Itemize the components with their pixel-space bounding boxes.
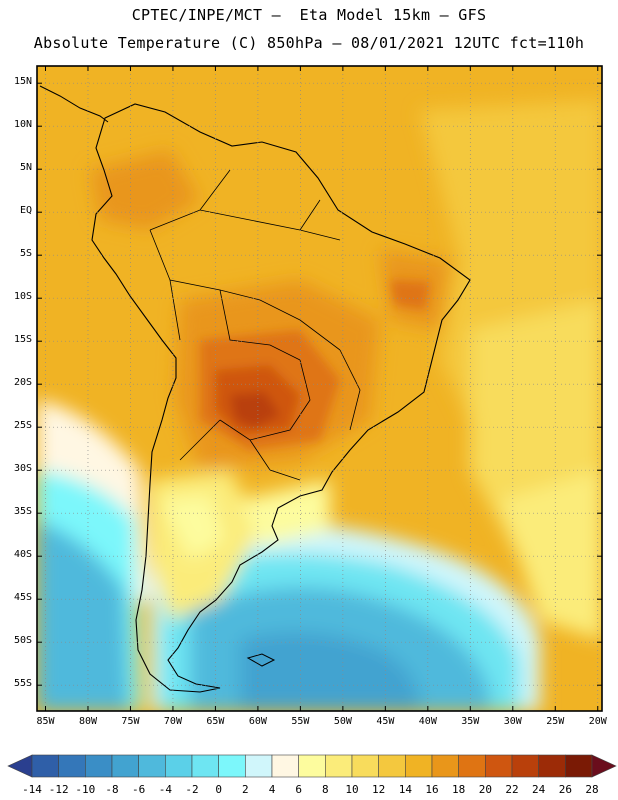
pale-yellow-patagonia [160, 495, 225, 560]
lat-label: 10N [13, 119, 32, 131]
colorbar-label: 16 [425, 783, 439, 796]
colorbar-swatch [458, 754, 486, 778]
lon-label: 80W [78, 716, 97, 727]
colorbar-swatch [485, 754, 513, 778]
colorbar-swatch [138, 754, 166, 778]
lon-label: 45W [376, 716, 395, 727]
peak-hot-core [230, 392, 280, 428]
lon-label: 35W [461, 716, 480, 727]
colorbar-swatch [271, 754, 299, 778]
colorbar-label: 10 [345, 783, 359, 796]
colorbar-swatch [218, 754, 246, 778]
colorbar-swatch [31, 754, 59, 778]
colorbar-swatch [325, 754, 353, 778]
lat-label: 35S [13, 506, 32, 518]
colorbar-swatch [245, 754, 273, 778]
colorbar-label: 4 [268, 783, 276, 796]
hot-north-andes [90, 150, 200, 230]
colorbar-swatch [298, 754, 326, 778]
colorbar-label: 28 [585, 783, 599, 796]
temperature-field [37, 66, 602, 711]
lon-label: 65W [206, 716, 225, 727]
falkland-islands [246, 653, 276, 667]
central-america-outline [39, 85, 109, 123]
lon-label: 55W [291, 716, 310, 727]
map-frame [36, 65, 603, 712]
colorbar-label: -2 [185, 783, 199, 796]
pale-yellow-ocean [500, 470, 602, 640]
lon-label: 25W [546, 716, 565, 727]
colorbar-swatch [111, 754, 139, 778]
colorbar-label: 26 [558, 783, 572, 796]
colorbar-label: -4 [158, 783, 172, 796]
axis-ticks [37, 66, 602, 711]
colorbar-label: 2 [242, 783, 249, 796]
deep-blue-atlantic [240, 632, 420, 711]
lat-label: EQ [19, 205, 32, 217]
colorbar-swatch [405, 754, 433, 778]
colorbar-label: -6 [132, 783, 146, 796]
lat-label: 45S [13, 592, 32, 604]
colorbar-label: 20 [478, 783, 492, 796]
lat-label: 5N [19, 162, 32, 174]
lat-label: 55S [13, 678, 32, 690]
lat-label: 30S [13, 463, 32, 475]
colorbar-swatch [58, 754, 86, 778]
colorbar-label: 12 [372, 783, 386, 796]
lon-label: 85W [36, 716, 55, 727]
pale-yellow-river-plate [240, 480, 330, 545]
colorbar-label: 8 [322, 783, 329, 796]
colorbar-label: -10 [75, 783, 96, 796]
blue-pacific [37, 520, 130, 711]
colorbar-label: 0 [215, 783, 222, 796]
lon-label: 40W [418, 716, 437, 727]
colorbar-swatch [191, 754, 219, 778]
lat-label: 40S [13, 549, 32, 561]
lat-label: 50S [13, 635, 32, 647]
colorbar-swatch [165, 754, 193, 778]
lon-label: 30W [503, 716, 522, 727]
chart-title-line2: Absolute Temperature (C) 850hPa – 08/01/… [33, 34, 585, 52]
colorbar-swatch [431, 754, 459, 778]
colorbar-label: -14 [22, 783, 42, 796]
colorbar-label: 24 [532, 783, 546, 796]
colorbar-label: -12 [48, 783, 69, 796]
lon-label: 75W [121, 716, 140, 727]
lat-label: 15N [13, 76, 32, 88]
chart-title-line1: CPTEC/INPE/MCT – Eta Model 15km – GFS [131, 6, 487, 24]
colorbar-label: -8 [105, 783, 119, 796]
colorbar-swatch [378, 754, 406, 778]
lat-label: 20S [13, 377, 32, 389]
lon-label: 70W [163, 716, 182, 727]
colorbar-swatch [351, 754, 379, 778]
lon-label: 20W [588, 716, 607, 727]
colorbar-arrow-high [591, 754, 617, 778]
lon-label: 50W [333, 716, 352, 727]
colorbar-label: 22 [505, 783, 519, 796]
colorbar [7, 754, 617, 778]
lat-label: 5S [19, 248, 32, 260]
hot-spot-northeast [390, 280, 430, 310]
coastline-south-america [91, 103, 471, 693]
lat-label: 10S [13, 291, 32, 303]
colorbar-label: 14 [398, 783, 412, 796]
colorbar-label: 6 [295, 783, 302, 796]
colorbar-swatch [85, 754, 113, 778]
lon-label: 60W [248, 716, 267, 727]
colorbar-arrow-low [7, 754, 33, 778]
colorbar-swatch [538, 754, 566, 778]
colorbar-swatch [565, 754, 593, 778]
lat-label: 15S [13, 334, 32, 346]
lat-label: 25S [13, 420, 32, 432]
colorbar-label: 18 [452, 783, 466, 796]
colorbar-swatch [511, 754, 539, 778]
